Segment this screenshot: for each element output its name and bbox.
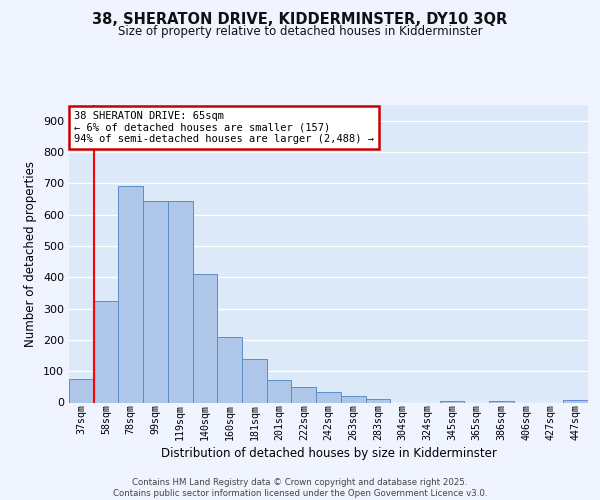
Bar bbox=[365, 398, 390, 402]
Text: 38 SHERATON DRIVE: 65sqm
← 6% of detached houses are smaller (157)
94% of semi-d: 38 SHERATON DRIVE: 65sqm ← 6% of detache… bbox=[74, 111, 374, 144]
Text: Size of property relative to detached houses in Kidderminster: Size of property relative to detached ho… bbox=[118, 25, 482, 38]
Bar bbox=[341, 396, 365, 402]
X-axis label: Distribution of detached houses by size in Kidderminster: Distribution of detached houses by size … bbox=[161, 447, 496, 460]
Bar bbox=[242, 358, 267, 403]
Bar bbox=[440, 401, 464, 402]
Bar bbox=[489, 401, 514, 402]
Bar bbox=[69, 379, 94, 402]
Bar bbox=[143, 200, 168, 402]
Bar bbox=[292, 388, 316, 402]
Bar bbox=[267, 380, 292, 402]
Text: 38, SHERATON DRIVE, KIDDERMINSTER, DY10 3QR: 38, SHERATON DRIVE, KIDDERMINSTER, DY10 … bbox=[92, 12, 508, 28]
Bar bbox=[118, 186, 143, 402]
Bar bbox=[168, 200, 193, 402]
Bar bbox=[193, 274, 217, 402]
Bar bbox=[94, 300, 118, 402]
Y-axis label: Number of detached properties: Number of detached properties bbox=[25, 161, 37, 347]
Bar bbox=[563, 400, 588, 402]
Bar bbox=[217, 336, 242, 402]
Bar bbox=[316, 392, 341, 402]
Text: Contains HM Land Registry data © Crown copyright and database right 2025.
Contai: Contains HM Land Registry data © Crown c… bbox=[113, 478, 487, 498]
